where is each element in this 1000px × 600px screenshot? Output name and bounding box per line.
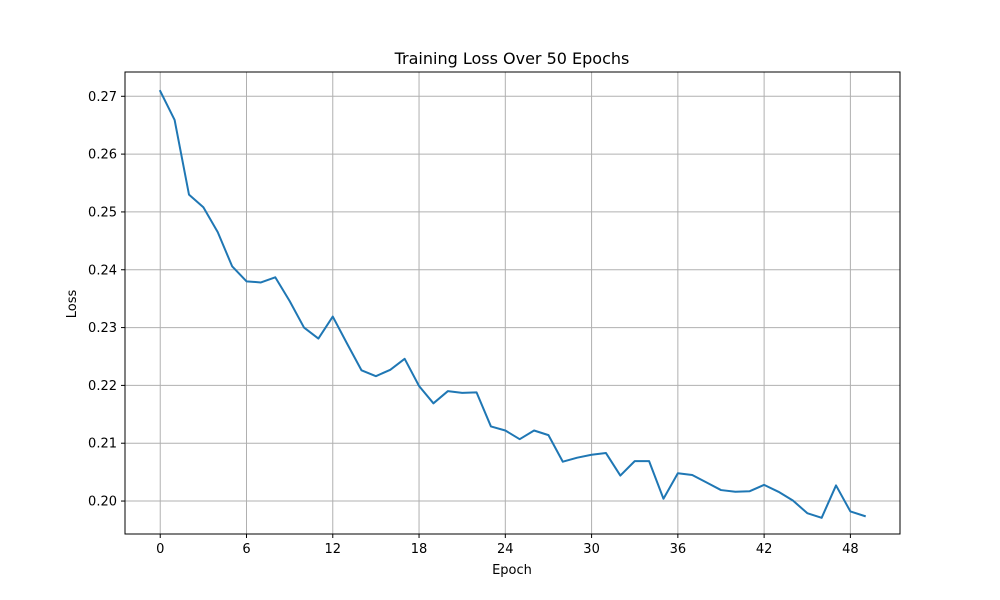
x-tick-label: 36 bbox=[670, 542, 687, 557]
series-line bbox=[158, 89, 867, 519]
y-tick-label: 0.26 bbox=[88, 148, 117, 163]
x-tick-label: 48 bbox=[842, 542, 859, 557]
x-tick-label: 6 bbox=[242, 542, 250, 557]
y-axis-ticks: 0.20 0.21 0.22 0.23 0.24 0.25 0.26 0.27 bbox=[88, 90, 125, 510]
chart-title: Training Loss Over 50 Epochs bbox=[394, 49, 630, 68]
y-tick-label: 0.23 bbox=[88, 321, 117, 336]
y-tick-label: 0.20 bbox=[88, 495, 117, 510]
plot-frame bbox=[124, 71, 901, 535]
x-tick-label: 18 bbox=[411, 542, 428, 557]
x-tick-label: 30 bbox=[583, 542, 600, 557]
grid-lines bbox=[125, 72, 900, 534]
x-tick-label: 42 bbox=[756, 542, 773, 557]
x-axis-label: Epoch bbox=[492, 563, 532, 578]
y-tick-label: 0.27 bbox=[88, 90, 117, 105]
x-tick-label: 24 bbox=[497, 542, 514, 557]
y-tick-label: 0.24 bbox=[88, 263, 117, 278]
series-group bbox=[158, 89, 867, 519]
y-tick-label: 0.25 bbox=[88, 205, 117, 220]
y-axis-label: Loss bbox=[65, 290, 80, 319]
x-axis-ticks: 0 6 12 18 24 30 36 42 48 bbox=[156, 534, 859, 557]
x-tick-label: 0 bbox=[156, 542, 164, 557]
x-tick-label: 12 bbox=[324, 542, 341, 557]
y-tick-label: 0.22 bbox=[88, 379, 117, 394]
y-tick-label: 0.21 bbox=[88, 437, 117, 452]
